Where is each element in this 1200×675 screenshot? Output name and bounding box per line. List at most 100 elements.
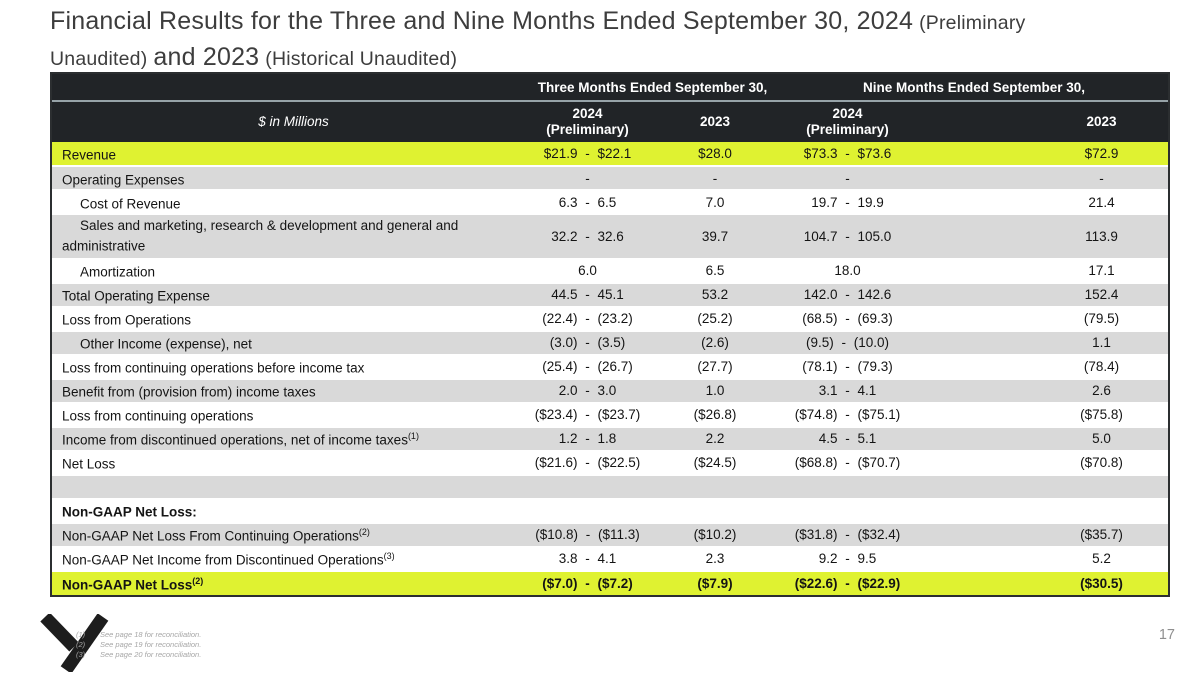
- row-label: Non-GAAP Net Loss(2): [52, 569, 525, 595]
- cell-spacer: [915, 473, 1036, 499]
- footnote: (1) See page 18 for reconciliation.: [76, 630, 201, 640]
- table-row: Other Income (expense), net (3.0) - (3.5…: [52, 329, 1169, 355]
- cell-3mo-2024: 32.2 - 32.6: [525, 213, 650, 259]
- row-label: Operating Expenses: [52, 165, 525, 190]
- cell-9mo-2024: $73.3 - $73.6: [780, 142, 916, 166]
- row-label: Net Loss: [52, 449, 525, 475]
- nine-months-group-header: Nine Months Ended September 30,: [780, 74, 1169, 102]
- cell-9mo-2023: (79.5): [1035, 305, 1169, 331]
- cell-3mo-2023: 7.0: [650, 189, 781, 214]
- header-spacer: [915, 101, 1036, 142]
- row-label: Income from discontinued operations, net…: [52, 425, 525, 451]
- cell-spacer: [915, 497, 1036, 523]
- cell-9mo-2023: [1035, 473, 1169, 499]
- table-row: Loss from continuing operations before i…: [52, 353, 1169, 379]
- cell-3mo-2024: [525, 497, 650, 523]
- cell-9mo-2023: ($35.7): [1035, 521, 1169, 547]
- cell-3mo-2024: -: [525, 165, 650, 190]
- footnote-marker: (2): [192, 575, 204, 586]
- cell-9mo-2023: 2.6: [1035, 377, 1169, 403]
- cell-spacer: [915, 213, 1036, 259]
- cell-spacer: [915, 189, 1036, 214]
- row-label: [52, 473, 525, 499]
- cell-3mo-2024: 6.3 - 6.5: [525, 189, 650, 214]
- table-header: Three Months Ended September 30, Nine Mo…: [52, 74, 1169, 142]
- table-row: Non-GAAP Net Loss From Continuing Operat…: [52, 521, 1169, 547]
- cell-3mo-2023: -: [650, 165, 781, 190]
- row-label: Loss from continuing operations: [52, 401, 525, 427]
- cell-spacer: [915, 305, 1036, 331]
- cell-3mo-2024: $21.9 - $22.1: [525, 142, 650, 166]
- cell-spacer: [915, 449, 1036, 475]
- cell-9mo-2024: ($31.8) - ($32.4): [780, 521, 916, 547]
- cell-3mo-2024: 2.0 - 3.0: [525, 377, 650, 403]
- table-row: Operating Expenses - - - -: [52, 165, 1169, 190]
- row-label: Loss from continuing operations before i…: [52, 353, 525, 379]
- footnote-number: (3): [76, 650, 86, 659]
- cell-3mo-2023: ($26.8): [650, 401, 781, 427]
- cell-9mo-2024: 18.0: [780, 257, 916, 283]
- cell-3mo-2023: (2.6): [650, 329, 781, 355]
- cell-spacer: [915, 377, 1036, 403]
- cell-9mo-2024: 4.5 - 5.1: [780, 425, 916, 451]
- period-group-header-row: Three Months Ended September 30, Nine Mo…: [52, 74, 1169, 102]
- title-main-text-2: and 2023: [153, 43, 260, 71]
- cell-9mo-2024: (78.1) - (79.3): [780, 353, 916, 379]
- cell-9mo-2024: [780, 473, 916, 499]
- title-historical-note: (Historical Unaudited): [265, 48, 458, 70]
- cell-3mo-2024: ($7.0) - ($7.2): [525, 569, 650, 595]
- footnote-number: (1): [76, 630, 86, 639]
- row-label: Other Income (expense), net: [52, 329, 525, 355]
- page-number: 17: [1158, 627, 1175, 643]
- cell-3mo-2024: (3.0) - (3.5): [525, 329, 650, 355]
- table-row: Sales and marketing, research & developm…: [52, 213, 1169, 259]
- cell-3mo-2023: 53.2: [650, 281, 781, 307]
- cell-3mo-2024: [525, 473, 650, 499]
- footnote-marker: (1): [407, 431, 419, 442]
- cell-3mo-2023: 2.3: [650, 545, 781, 571]
- cell-spacer: [915, 521, 1036, 547]
- row-label: Non-GAAP Net Income from Discontinued Op…: [52, 545, 525, 571]
- cell-9mo-2024: 9.2 - 9.5: [780, 545, 916, 571]
- row-label: Non-GAAP Net Loss From Continuing Operat…: [52, 521, 525, 547]
- cell-3mo-2024: 6.0: [525, 257, 650, 283]
- row-label: Cost of Revenue: [52, 189, 525, 214]
- row-label: Non-GAAP Net Loss:: [52, 497, 525, 523]
- footnote-text: See page 18 for reconciliation.: [100, 630, 202, 639]
- cell-9mo-2023: ($30.5): [1035, 569, 1169, 595]
- title-preliminary-note: (Preliminary: [919, 12, 1026, 34]
- cell-9mo-2023: ($70.8): [1035, 449, 1169, 475]
- cell-3mo-2023: [650, 497, 781, 523]
- cell-9mo-2024: 142.0 - 142.6: [780, 281, 916, 307]
- cell-spacer: [915, 142, 1036, 166]
- cell-9mo-2024: ($68.8) - ($70.7): [780, 449, 916, 475]
- cell-9mo-2023: 1.1: [1035, 329, 1169, 355]
- footnotes-block: (1) See page 18 for reconciliation. (2) …: [76, 630, 201, 660]
- cell-spacer: [915, 353, 1036, 379]
- table-row: Non-GAAP Net Income from Discontinued Op…: [52, 545, 1169, 571]
- cell-9mo-2023: 5.0: [1035, 425, 1169, 451]
- footnote-marker: (3): [383, 551, 395, 562]
- cell-3mo-2023: 1.0: [650, 377, 781, 403]
- cell-3mo-2023: ($24.5): [650, 449, 781, 475]
- table-row: Income from discontinued operations, net…: [52, 425, 1169, 451]
- table-row: Net Loss ($21.6) - ($22.5) ($24.5) ($68.…: [52, 449, 1169, 475]
- table-row: Total Operating Expense 44.5 - 45.1 53.2…: [52, 281, 1169, 307]
- cell-spacer: [915, 257, 1036, 283]
- table-row: [52, 473, 1169, 499]
- row-label: Amortization: [52, 257, 525, 283]
- company-v-logo-icon: [40, 614, 109, 672]
- footnote-text: See page 20 for reconciliation.: [100, 650, 202, 659]
- title-line-1: Financial Results for the Three and Nine…: [50, 5, 1065, 41]
- table-row: Loss from Operations (22.4) - (23.2) (25…: [52, 305, 1169, 331]
- cell-9mo-2023: 5.2: [1035, 545, 1169, 571]
- cell-3mo-2023: [650, 473, 781, 499]
- cell-spacer: [915, 329, 1036, 355]
- title-line-2: Unaudited) and 2023 (Historical Unaudited): [50, 41, 1065, 77]
- column-header-row: $ in Millions 2024 (Preliminary) 2023 20…: [52, 101, 1169, 142]
- slide-title: Financial Results for the Three and Nine…: [50, 5, 1065, 77]
- cell-9mo-2023: 17.1: [1035, 257, 1169, 283]
- cell-9mo-2023: 21.4: [1035, 189, 1169, 214]
- cell-3mo-2024: (22.4) - (23.2): [525, 305, 650, 331]
